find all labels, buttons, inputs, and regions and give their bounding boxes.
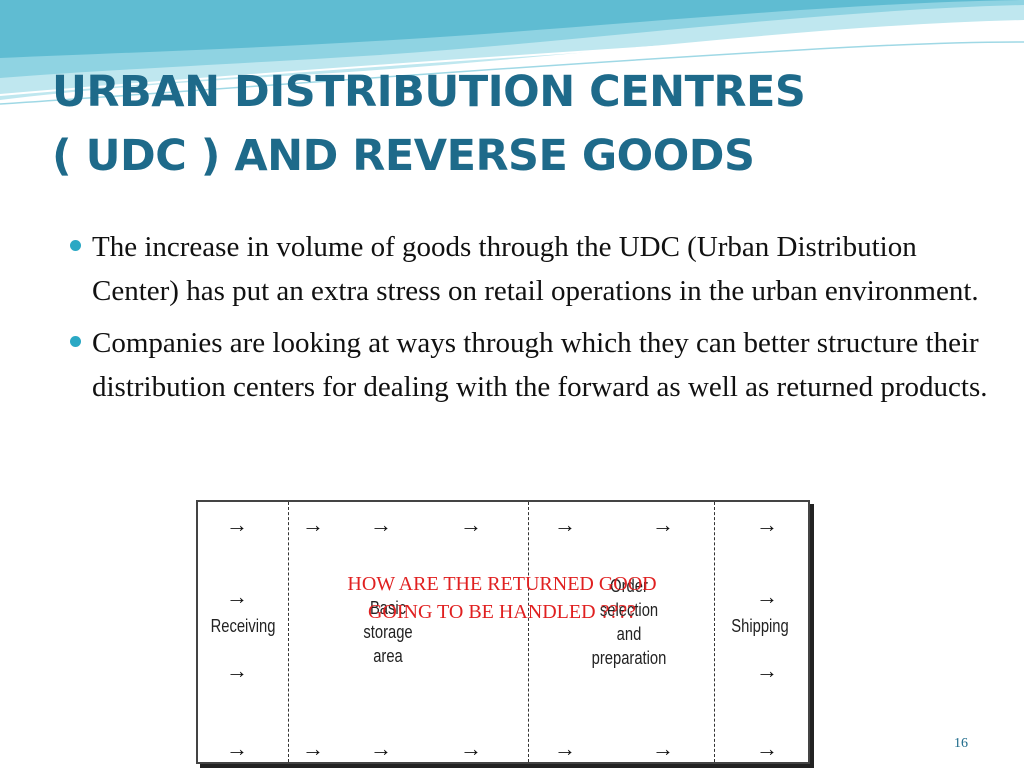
zone-shipping-label: Shipping <box>731 616 789 636</box>
slide-title: URBAN DISTRIBUTION CENTRES ( UDC ) AND R… <box>52 60 992 188</box>
flow-arrow-icon: → <box>226 736 248 761</box>
flow-arrow-icon: → <box>554 736 576 761</box>
question-overlay-line1: HOW ARE THE RETURNED GOOD <box>347 573 657 595</box>
flow-arrow-icon: → <box>302 736 324 761</box>
warehouse-flow-diagram: Receiving Basic storage area Order selec… <box>196 500 810 764</box>
zone-receiving-label: Receiving <box>210 616 276 636</box>
zone-order-line: and <box>616 624 642 644</box>
slide-number: 16 <box>954 736 968 751</box>
flow-arrow-icon: → <box>460 736 482 761</box>
zone-storage-label: Basic storage area <box>355 596 421 668</box>
flow-arrow-icon: → <box>756 658 778 683</box>
zone-divider <box>288 502 289 762</box>
bullet-item: The increase in volume of goods through … <box>70 226 992 313</box>
slide-title-line2: ( UDC ) AND REVERSE GOODS <box>52 131 755 181</box>
bullet-dot-icon <box>70 240 81 251</box>
bullet-item: Companies are looking at ways through wh… <box>70 322 992 409</box>
flow-arrow-icon: → <box>370 736 392 761</box>
flow-arrow-icon: → <box>226 658 248 683</box>
header-wave-decoration <box>0 0 1024 105</box>
flow-arrow-icon: → <box>226 584 248 609</box>
bullet-list: The increase in volume of goods through … <box>70 226 992 418</box>
flow-arrow-icon: → <box>226 512 248 537</box>
flow-arrow-icon: → <box>302 512 324 537</box>
bullet-text: Companies are looking at ways through wh… <box>92 327 988 403</box>
zone-divider <box>714 502 715 762</box>
bullet-text: The increase in volume of goods through … <box>92 231 979 307</box>
zone-divider <box>528 502 529 762</box>
question-overlay-line2: GOING TO BE HANDLED ???? <box>367 601 637 623</box>
zone-order-line: Order <box>610 576 648 596</box>
zone-storage-line: Basic <box>369 598 407 618</box>
flow-arrow-icon: → <box>756 584 778 609</box>
slide-title-line1: URBAN DISTRIBUTION CENTRES <box>52 67 806 117</box>
zone-storage-line: area <box>373 646 403 666</box>
flow-arrow-icon: → <box>652 736 674 761</box>
zone-storage-line: storage <box>363 622 413 642</box>
flow-arrow-icon: → <box>370 512 392 537</box>
flow-arrow-icon: → <box>756 736 778 761</box>
zone-order-label: Order selection and preparation <box>584 574 674 670</box>
flow-arrow-icon: → <box>554 512 576 537</box>
bullet-dot-icon <box>70 336 81 347</box>
question-overlay: HOW ARE THE RETURNED GOOD GOING TO BE HA… <box>262 570 742 626</box>
zone-order-line: preparation <box>591 648 667 668</box>
flow-arrow-icon: → <box>652 512 674 537</box>
flow-arrow-icon: → <box>756 512 778 537</box>
zone-order-line: selection <box>599 600 659 620</box>
flow-arrow-icon: → <box>460 512 482 537</box>
